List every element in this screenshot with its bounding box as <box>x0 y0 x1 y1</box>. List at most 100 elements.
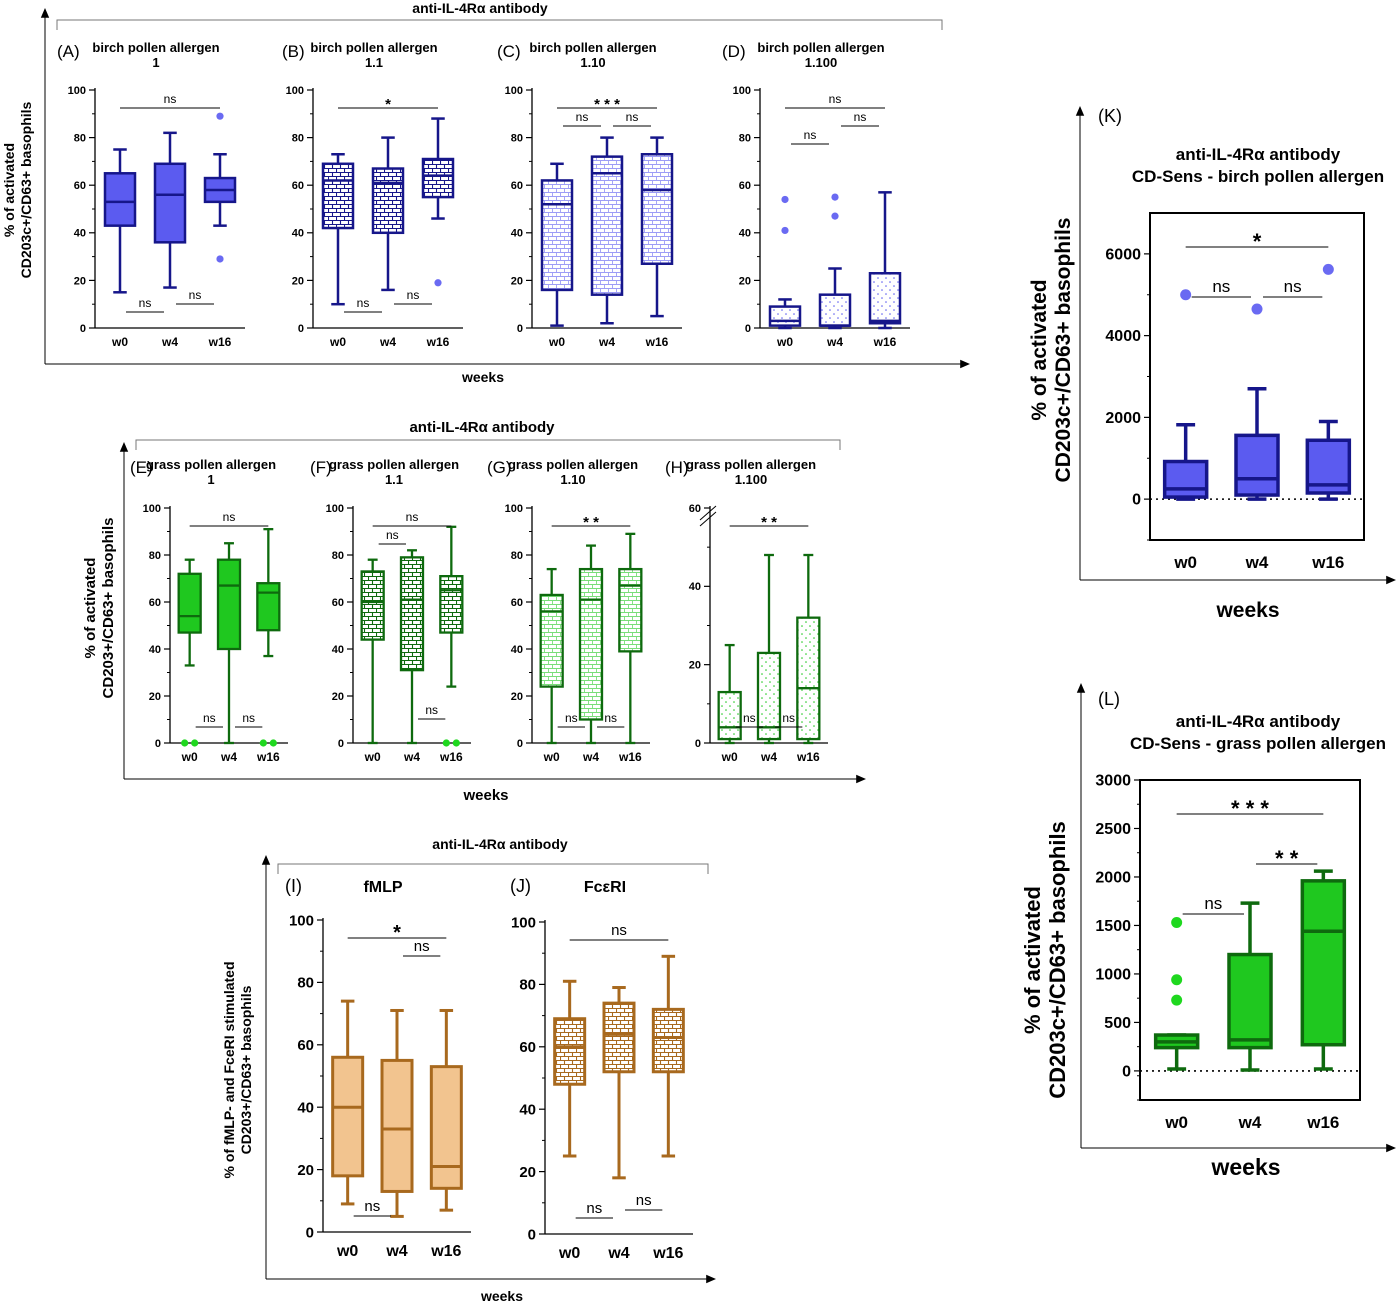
significance-label: ns <box>626 110 639 124</box>
arrow-head <box>1386 1143 1396 1153</box>
y-tick-label: 40 <box>511 228 523 240</box>
significance-label: ns <box>357 296 370 310</box>
panel-label: (B) <box>282 42 305 61</box>
significance-label: * * * <box>594 96 620 113</box>
arrow-head <box>1386 575 1396 585</box>
y-tick-label: 20 <box>739 275 751 287</box>
box-w16 <box>439 575 464 634</box>
y-axis-title-birch: % of activated CD203c+/CD63+ basophils <box>1 101 34 278</box>
outlier-point <box>1180 289 1192 301</box>
x-tick-label: w4 <box>582 750 599 764</box>
y-tick-label: 500 <box>1104 1015 1131 1032</box>
panel-title: 1.100 <box>735 472 768 487</box>
plot-frame <box>1139 779 1361 1101</box>
x-tick-label: w0 <box>364 750 381 764</box>
y-tick-label: 1500 <box>1095 918 1131 935</box>
y-tick-label: 80 <box>149 550 161 562</box>
panel-I: 0 20 40 60 80 100 w0 w4 w16 * ns ns (I) fMLP <box>285 876 471 1260</box>
panel-label: (H) <box>665 458 689 477</box>
panel-label: (A) <box>57 42 80 61</box>
box-w4 <box>590 155 624 296</box>
y-tick-label: 40 <box>74 228 86 240</box>
significance-label: ns <box>636 1192 652 1209</box>
y-tick-label: 20 <box>74 275 86 287</box>
outlier-point <box>216 112 224 120</box>
significance-label: ns <box>406 510 419 524</box>
y-tick-label: 100 <box>511 914 536 931</box>
group-grass-weeks-label: weeks <box>462 787 508 804</box>
y-tick-label: 40 <box>332 644 344 656</box>
box-w16 <box>868 272 902 325</box>
box-w16 <box>640 153 674 265</box>
y-axis-title-L-line: CD203c+/CD63+ basophils <box>1045 821 1070 1099</box>
significance-label: * <box>385 96 391 113</box>
y-tick-label: 40 <box>689 581 701 593</box>
panel-title: grass pollen allergen <box>686 457 816 472</box>
significance-label: ns <box>1212 277 1230 296</box>
panel-J: 0 20 40 60 80 100 w0 w4 w16 ns ns ns (J) FcεRI <box>510 876 693 1262</box>
y-axis-title-birch-line: CD203c+/CD63+ basophils <box>18 101 34 278</box>
panel-title: CD-Sens - grass pollen allergen <box>1130 734 1386 753</box>
significance-label: * * * <box>1231 796 1269 821</box>
x-tick-label: w16 <box>796 750 820 764</box>
x-tick-label: w16 <box>430 1243 461 1260</box>
box-w0 <box>103 172 137 227</box>
box-w0 <box>553 1017 587 1086</box>
panel-title: anti-IL-4Rα antibody <box>1176 712 1341 731</box>
significance-label: ns <box>364 1198 380 1215</box>
y-tick-label: 0 <box>528 1226 536 1243</box>
x-tick-label: w0 <box>558 1245 580 1262</box>
significance-label: ns <box>407 288 420 302</box>
outlier-point <box>831 212 839 220</box>
y-tick-label: 60 <box>74 180 86 192</box>
y-tick-label: 0 <box>155 738 161 750</box>
arrow-head <box>1075 106 1085 116</box>
x-tick-label: w16 <box>652 1245 683 1262</box>
y-tick-label: 60 <box>511 597 523 609</box>
y-tick-label: 0 <box>1122 1064 1131 1081</box>
y-tick-label: 60 <box>511 180 523 192</box>
outlier-point <box>191 739 199 747</box>
panel-G: 0 20 40 60 80 100 w0 w4 w16 * * ns ns (G)grass polle… <box>487 457 650 764</box>
panel-title: 1.10 <box>560 472 585 487</box>
significance-label: ns <box>425 703 438 717</box>
significance-label: * <box>393 922 401 944</box>
x-tick-label: w4 <box>760 750 777 764</box>
x-tick-label: w0 <box>111 335 128 349</box>
group-grass-bracket <box>135 439 841 450</box>
panel-label: (E) <box>130 458 153 477</box>
x-tick-label: w16 <box>256 750 280 764</box>
y-axis-title-L: % of activated CD203c+/CD63+ basophils <box>1020 821 1070 1099</box>
box-w16 <box>618 567 643 653</box>
significance-label: ns <box>611 922 627 939</box>
box-w16 <box>796 616 821 741</box>
x-tick-label: w4 <box>826 335 843 349</box>
outlier-point <box>434 279 442 287</box>
significance-label: ns <box>565 711 578 725</box>
y-axis-title-K-line: % of activated <box>1028 279 1051 420</box>
significance-label: * * <box>1275 846 1299 871</box>
arrow-head <box>1076 683 1086 693</box>
y-tick-label: 0 <box>338 738 344 750</box>
box-w4 <box>602 1001 636 1074</box>
x-tick-label: w4 <box>379 335 396 349</box>
y-tick-label: 40 <box>149 644 161 656</box>
outlier-point <box>1171 917 1183 929</box>
box-w4 <box>1227 952 1273 1050</box>
y-tick-label: 20 <box>689 660 701 672</box>
panel-title: grass pollen allergen <box>329 457 459 472</box>
y-tick-label: 20 <box>149 691 161 703</box>
significance-label: ns <box>414 938 430 955</box>
significance-label: ns <box>164 92 177 106</box>
box-w4 <box>153 162 187 244</box>
x-tick-label: w0 <box>543 750 560 764</box>
axis-break <box>699 505 717 521</box>
y-tick-label: 3000 <box>1095 773 1131 790</box>
x-tick-label: w4 <box>161 335 178 349</box>
box-w0 <box>331 1055 365 1178</box>
panel-K: 0 2000 4000 6000 w0 w4 w16 * ns ns (K) anti-IL-4Rα … <box>1098 106 1384 572</box>
box-w4 <box>216 558 242 651</box>
x-tick-label: w16 <box>1306 1113 1339 1132</box>
panel-E: 0 20 40 60 80 100 w0 w4 w16 ns ns ns (E)grass pollen… <box>130 457 288 764</box>
panel-label: (L) <box>1098 689 1120 709</box>
